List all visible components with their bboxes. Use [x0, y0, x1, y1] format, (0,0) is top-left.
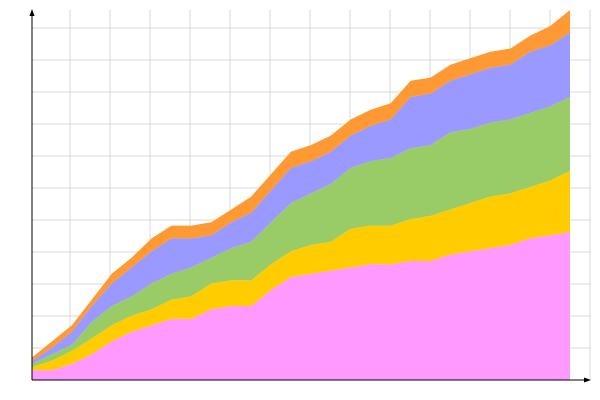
area-series-3	[32, 96, 570, 368]
y-axis-arrow	[29, 9, 35, 16]
area-series-2	[32, 170, 570, 371]
area-series-5	[32, 10, 570, 361]
axes	[29, 9, 591, 383]
area-series-4	[32, 32, 570, 364]
area-series-group	[32, 10, 570, 380]
area-series-1	[32, 232, 570, 380]
x-axis-arrow	[584, 377, 591, 383]
